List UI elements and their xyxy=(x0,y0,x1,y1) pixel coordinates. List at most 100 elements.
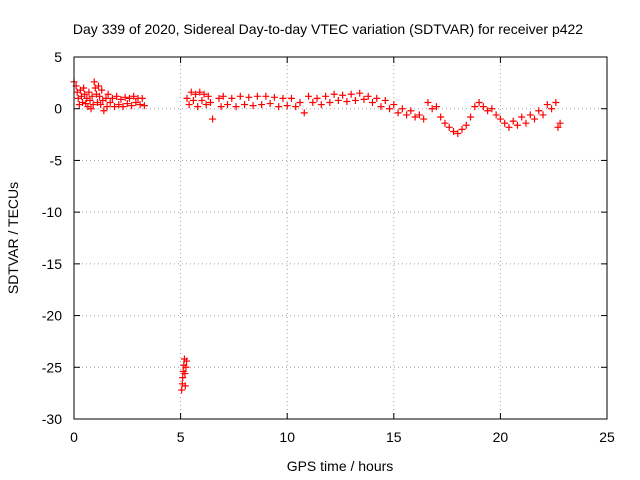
y-tick-label: -5 xyxy=(50,152,63,168)
data-point xyxy=(309,99,317,107)
data-point xyxy=(403,111,411,119)
data-point xyxy=(79,99,87,107)
data-point xyxy=(87,105,95,113)
data-point xyxy=(424,99,432,107)
data-point xyxy=(253,92,261,100)
data-point xyxy=(81,90,89,98)
data-point xyxy=(206,99,214,107)
data-point xyxy=(189,96,197,104)
data-point xyxy=(283,102,291,110)
data-point xyxy=(140,102,148,110)
grid xyxy=(74,57,607,419)
data-point xyxy=(454,130,462,138)
data-point xyxy=(398,105,406,113)
data-point xyxy=(467,113,475,121)
data-point xyxy=(339,91,347,99)
data-point xyxy=(89,101,97,109)
data-point xyxy=(249,102,257,110)
data-point xyxy=(513,121,521,129)
y-tick-label: 5 xyxy=(54,49,62,65)
data-point xyxy=(479,103,487,111)
data-point xyxy=(232,103,240,111)
data-point xyxy=(258,101,266,109)
data-point xyxy=(270,93,278,101)
data-point xyxy=(296,99,304,107)
data-point xyxy=(543,101,551,109)
x-tick-label: 0 xyxy=(70,429,78,445)
data-point xyxy=(196,88,204,96)
data-point xyxy=(194,103,202,111)
data-point xyxy=(300,109,308,117)
data-point xyxy=(496,115,504,123)
data-series xyxy=(70,78,564,394)
data-point xyxy=(492,111,500,119)
data-point xyxy=(224,101,232,109)
data-point xyxy=(185,101,193,109)
data-point xyxy=(102,94,110,102)
data-point xyxy=(556,119,564,127)
data-point xyxy=(123,100,131,108)
data-point xyxy=(441,119,449,127)
data-point xyxy=(360,95,368,103)
data-point xyxy=(415,111,423,119)
data-point xyxy=(539,111,547,119)
data-point xyxy=(236,92,244,100)
data-point xyxy=(100,107,108,115)
data-point xyxy=(428,105,436,113)
data-point xyxy=(279,94,287,102)
data-point xyxy=(136,101,144,109)
chart-title: Day 339 of 2020, Sidereal Day-to-day VTE… xyxy=(73,21,583,37)
data-point xyxy=(88,92,96,100)
data-point xyxy=(113,92,121,100)
data-point xyxy=(187,88,195,96)
data-point xyxy=(192,90,200,98)
data-point xyxy=(98,86,106,94)
data-point xyxy=(121,93,129,101)
y-tick-label: -25 xyxy=(42,359,62,375)
data-point xyxy=(108,94,116,102)
data-point xyxy=(488,105,496,113)
data-point xyxy=(394,109,402,117)
data-point xyxy=(317,101,325,109)
x-axis-label: GPS time / hours xyxy=(287,458,394,474)
data-point xyxy=(386,105,394,113)
data-point xyxy=(356,89,364,97)
data-point xyxy=(548,105,556,113)
data-point xyxy=(80,84,88,92)
data-point xyxy=(86,96,94,104)
data-point xyxy=(119,103,127,111)
data-point xyxy=(181,369,189,377)
data-point xyxy=(275,103,283,111)
y-tick-label: 0 xyxy=(54,101,62,117)
data-point xyxy=(200,90,208,98)
x-tick-label: 20 xyxy=(493,429,509,445)
data-point xyxy=(204,92,212,100)
plot-frame xyxy=(73,56,608,420)
data-point xyxy=(132,99,140,107)
data-point xyxy=(458,125,466,133)
data-point xyxy=(313,94,321,102)
data-point xyxy=(111,103,119,111)
data-point xyxy=(462,121,470,129)
data-point xyxy=(202,101,210,109)
data-point xyxy=(245,93,253,101)
data-point xyxy=(526,111,534,119)
data-point xyxy=(351,96,359,104)
data-point xyxy=(326,99,334,107)
x-tick-label: 5 xyxy=(177,429,185,445)
data-point xyxy=(381,96,389,104)
data-point xyxy=(182,363,190,371)
data-point xyxy=(96,92,104,100)
data-point xyxy=(373,94,381,102)
data-point xyxy=(475,99,483,107)
data-point xyxy=(228,94,236,102)
data-point xyxy=(217,103,225,111)
data-point xyxy=(128,102,136,110)
data-point xyxy=(501,119,509,127)
data-point xyxy=(183,94,191,102)
data-point xyxy=(117,95,125,103)
data-point xyxy=(241,101,249,109)
x-tick-label: 10 xyxy=(279,429,295,445)
data-point xyxy=(305,92,313,100)
x-tick-label: 25 xyxy=(599,429,615,445)
